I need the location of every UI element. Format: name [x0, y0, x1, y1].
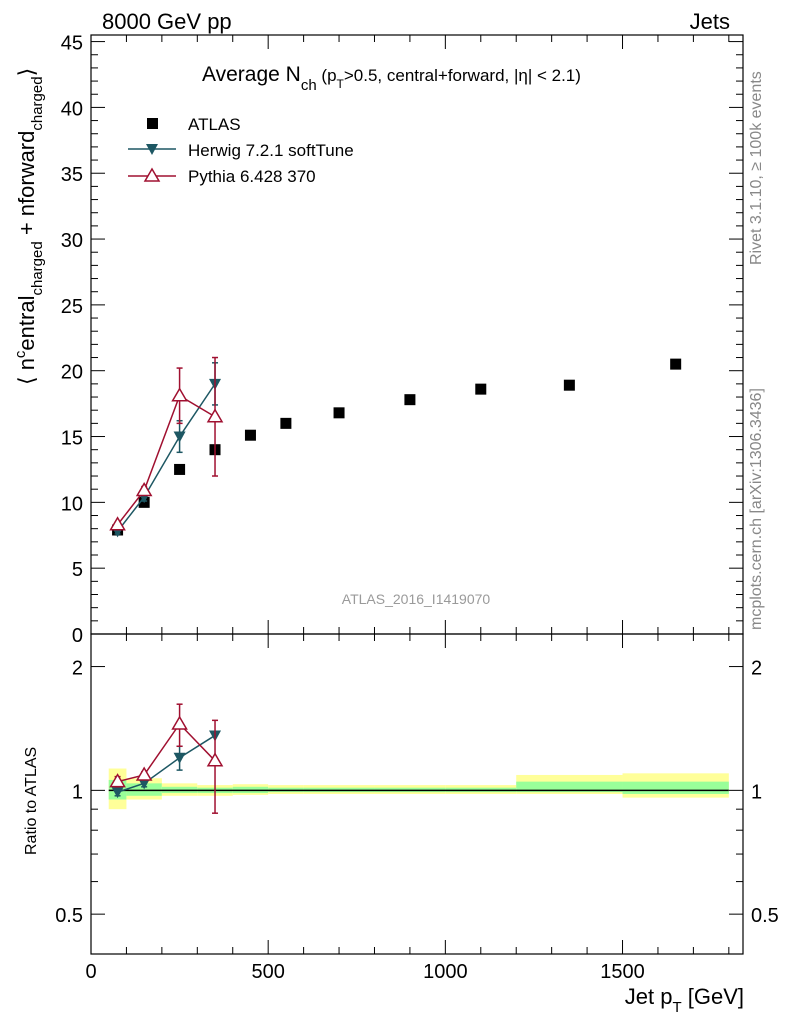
main-y-axis-label: ⟨ ncentralcharged + nforwardcharged⟩	[12, 68, 46, 385]
ratio-series-line	[117, 722, 216, 783]
series-line	[116, 394, 216, 526]
data-point	[171, 387, 188, 402]
title-sub: ch	[301, 77, 317, 94]
mcplots-source-label: mcplots.cern.ch [arXiv:1306.3436]	[748, 388, 765, 630]
ratio-point	[111, 787, 124, 799]
ratio-y-tick-label-right: 1	[751, 781, 762, 803]
x-tick-label: 500	[251, 961, 284, 983]
main-chart-title: Average Nch (pT>0.5, central+forward, |η…	[202, 63, 581, 94]
ratio-y-tick-label: 0.5	[55, 905, 83, 927]
x-tick-label: 0	[85, 961, 96, 983]
data-point	[563, 379, 575, 391]
data-point	[333, 407, 345, 419]
ratio-series-1	[109, 703, 224, 814]
legend: ATLAS Herwig 7.2.1 softTune Pythia 6.428…	[128, 115, 354, 186]
main-y-tick-label: 45	[61, 33, 83, 55]
legend-label-atlas: ATLAS	[188, 115, 241, 134]
uncertainty-band-inner	[516, 781, 623, 793]
legend-marker-herwig	[146, 144, 158, 155]
ratio-y-tick-label: 1	[72, 781, 83, 803]
legend-label-herwig: Herwig 7.2.1 softTune	[188, 141, 354, 160]
main-y-tick-label: 15	[61, 428, 83, 450]
ratio-y-tick-label-right: 2	[751, 658, 762, 680]
ratio-point	[135, 766, 153, 781]
data-point	[173, 431, 186, 443]
main-y-tick-label: 35	[61, 164, 83, 186]
data-point	[135, 482, 153, 497]
data-point	[109, 516, 126, 531]
data-point	[280, 417, 292, 429]
data-point	[244, 429, 256, 441]
main-y-tick-label: 40	[61, 98, 83, 120]
series-2	[109, 356, 224, 531]
ratio-point	[206, 752, 224, 767]
ratio-panel: 0.5 0.5 1 1 2 2 0 500 1000 1500 Ratio to ATLAS Je…	[23, 633, 779, 1016]
x-axis-label: Jet pT [GeV]	[625, 984, 744, 1016]
x-tick-label: 1000	[423, 961, 468, 983]
ratio-y-tick-label: 2	[72, 658, 83, 680]
main-panel: 0 5 10 15 20 25 30 35 40 45 Average Nch (pT>0.5, …	[12, 33, 744, 647]
legend-marker-atlas	[147, 118, 158, 129]
main-y-tick-label: 25	[61, 296, 83, 318]
title-main: Average N	[202, 63, 301, 86]
main-y-tick-label: 0	[72, 625, 83, 647]
x-tick-label: 1500	[600, 961, 645, 983]
series-line	[116, 383, 216, 532]
ratio-point	[138, 778, 151, 790]
legend-label-pythia: Pythia 6.428 370	[188, 167, 316, 186]
uncertainty-band-inner	[622, 781, 729, 794]
data-point	[670, 358, 682, 370]
data-point	[206, 408, 224, 423]
ratio-y-tick-label-right: 0.5	[751, 905, 779, 927]
data-point	[404, 394, 416, 406]
analysis-watermark: ATLAS_2016_I1419070	[342, 591, 491, 607]
header-energy: 8000 GeV pp	[102, 9, 232, 34]
title-rest-close: >0.5, central+forward, |η| < 2.1)	[344, 66, 581, 85]
rivet-version-label: Rivet 3.1.10, ≥ 100k events	[748, 71, 765, 265]
ratio-y-axis-label: Ratio to ATLAS	[23, 747, 40, 855]
main-y-tick-label: 10	[61, 493, 83, 515]
data-point	[475, 383, 487, 395]
header-jets: Jets	[690, 9, 730, 34]
ratio-point	[173, 752, 186, 764]
title-rest-sub: T	[337, 77, 345, 91]
ratio-plot-frame	[90, 633, 744, 955]
title-rest-open: (p	[317, 66, 337, 85]
ratio-point	[171, 715, 188, 730]
legend-marker-pythia	[143, 167, 161, 182]
main-y-tick-label: 5	[72, 559, 83, 581]
main-y-tick-label: 20	[61, 362, 83, 384]
data-point	[174, 463, 186, 475]
main-y-tick-label: 30	[61, 230, 83, 252]
ratio-series-line	[117, 734, 216, 793]
ratio-point	[109, 773, 126, 788]
series-0	[112, 358, 682, 536]
